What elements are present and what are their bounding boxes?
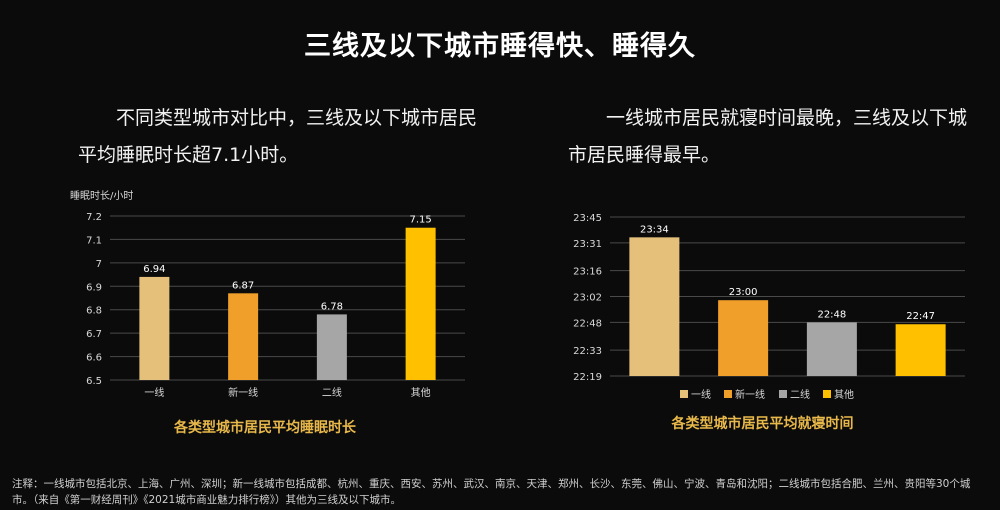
bar-其他: [405, 227, 436, 380]
bar-新一线: [718, 300, 769, 376]
data-label: 6.87: [232, 280, 254, 291]
data-label: 22:48: [817, 309, 846, 320]
bedtime-chart-svg: 22:19 22:33 22:48 23:02 23:16 23:31 23:45 23:34…: [573, 213, 965, 401]
left-description: 不同类型城市对比中，三线及以下城市居民平均睡眠时长超7.1小时。: [78, 107, 478, 166]
bar-二线: [806, 322, 857, 376]
bar-新一线: [228, 293, 259, 380]
sleep-duration-chart: 睡眠时长/小时 6.5 6.6 6.7 6.8 6.9 7 7.1 7.2 6.94 一线 6.87 新…: [60, 185, 470, 445]
data-label: 6.94: [143, 264, 165, 275]
bar-其他: [895, 324, 946, 376]
y-tick-label: 23:45: [573, 213, 602, 224]
y-tick-label: 22:48: [573, 318, 602, 329]
x-tick-label: 二线: [322, 386, 342, 399]
y-tick-label: 22:33: [573, 346, 602, 357]
y-tick-label: 7.2: [86, 212, 102, 223]
legend-swatch: [724, 390, 732, 398]
legend-label: 新一线: [735, 388, 765, 401]
bar-一线: [629, 237, 680, 376]
data-label: 7.15: [409, 215, 431, 226]
x-tick-label: 其他: [411, 386, 431, 399]
y-tick-label: 7.1: [86, 235, 102, 246]
footnote: 注释：一线城市包括北京、上海、广州、深圳；新一线城市包括成都、杭州、重庆、西安、…: [12, 478, 971, 506]
y-tick-label: 6.7: [86, 329, 102, 340]
y-tick-label: 23:31: [573, 239, 602, 250]
y-tick-label: 22:19: [573, 372, 602, 383]
legend-label: 一线: [691, 388, 711, 401]
sleep-duration-chart-svg: 睡眠时长/小时 6.5 6.6 6.7 6.8 6.9 7 7.1 7.2 6.94 一线 6.87 新…: [70, 189, 465, 399]
bar-一线: [139, 276, 170, 380]
legend-swatch: [680, 390, 688, 398]
bar-二线: [316, 314, 347, 380]
data-label: 6.78: [321, 301, 343, 312]
y-tick-label: 6.5: [86, 376, 102, 387]
x-tick-label: 一线: [144, 386, 164, 399]
y-tick-label: 23:16: [573, 267, 602, 278]
data-label: 23:34: [640, 224, 669, 235]
legend-swatch: [779, 390, 787, 398]
x-tick-label: 新一线: [228, 386, 258, 399]
bedtime-chart: 22:19 22:33 22:48 23:02 23:16 23:31 23:45 23:34…: [555, 205, 970, 445]
legend-label: 二线: [790, 388, 810, 401]
right-description: 一线城市居民就寝时间最晚，三线及以下城市居民睡得最早。: [568, 107, 968, 166]
legend-label: 其他: [834, 388, 854, 401]
bedtime-chart-title: 各类型城市居民平均就寝时间: [671, 416, 854, 432]
sleep-duration-chart-title: 各类型城市居民平均睡眠时长: [174, 420, 356, 436]
y-tick-label: 6.9: [86, 282, 102, 293]
page-title: 三线及以下城市睡得快、睡得久: [304, 31, 696, 62]
y-tick-label: 6.6: [86, 353, 102, 364]
y-tick-label: 7: [96, 259, 102, 270]
y-tick-label: 23:02: [573, 293, 602, 304]
legend-swatch: [823, 390, 831, 398]
y-axis-label: 睡眠时长/小时: [70, 189, 133, 202]
y-tick-label: 6.8: [86, 306, 102, 317]
data-label: 22:47: [906, 311, 935, 322]
data-label: 23:00: [729, 287, 758, 298]
